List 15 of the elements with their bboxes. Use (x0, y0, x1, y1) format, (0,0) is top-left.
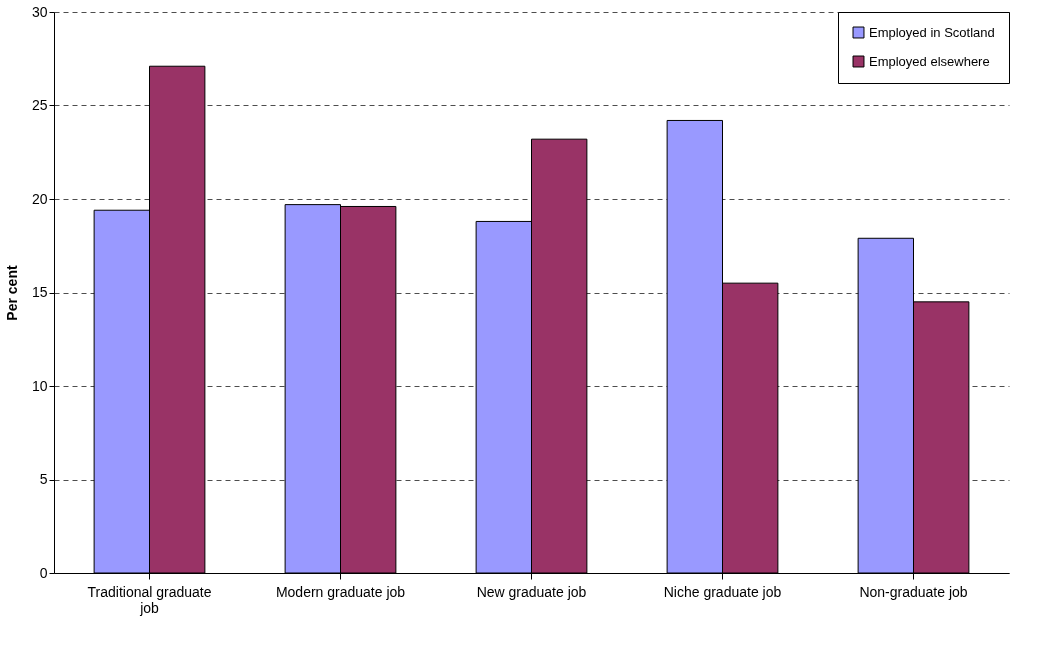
x-tick-label: Non-graduate job (859, 583, 968, 600)
y-tick-label: 30 (31, 3, 48, 20)
x-tick-label: Traditional graduate job (87, 583, 212, 616)
legend-label: Employed in Scotland (869, 24, 995, 40)
y-tick-label: 20 (31, 190, 48, 207)
y-tick-label: 15 (31, 284, 48, 300)
y-tick-label: 25 (31, 97, 48, 113)
y-tick-label: 5 (39, 471, 48, 487)
y-tick-label: 0 (39, 564, 48, 581)
x-tick-label: Modern graduate job (275, 583, 406, 600)
y-axis-title: Per cent (3, 265, 20, 321)
legend-label: Employed elsewhere (869, 53, 990, 69)
x-tick-label: New graduate job (476, 583, 587, 600)
x-tick-label: Niche graduate job (663, 583, 782, 600)
y-tick-label: 10 (31, 377, 48, 394)
